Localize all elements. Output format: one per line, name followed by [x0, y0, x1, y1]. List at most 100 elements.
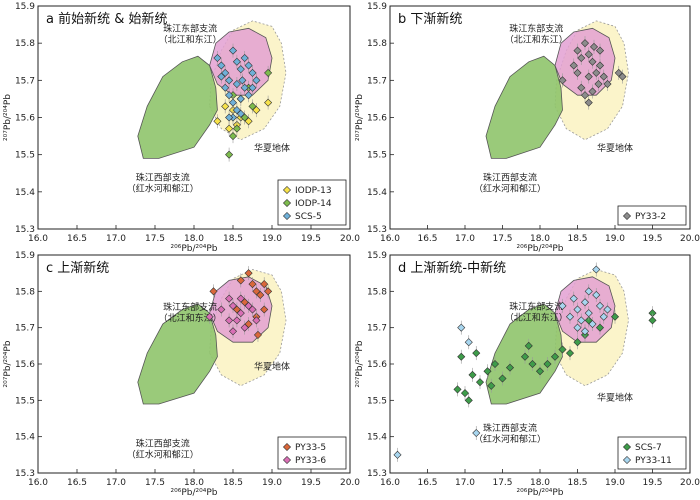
y-tick-label: 15.3	[367, 469, 387, 479]
y-tick-label: 15.4	[367, 433, 387, 443]
data-point	[487, 381, 496, 390]
region-label: 珠江西部支流	[483, 422, 537, 434]
x-tick-label: 16.5	[67, 234, 87, 244]
data-point	[573, 46, 582, 55]
data-point	[244, 91, 253, 100]
region-label: 华夏地体	[254, 360, 290, 372]
data-point	[569, 61, 578, 70]
legend-marker	[282, 211, 292, 221]
y-tick-label: 15.5	[367, 151, 387, 161]
y-tick-label: 15.3	[367, 225, 387, 235]
y-tick-label: 15.6	[15, 114, 35, 124]
data-point	[588, 320, 597, 329]
y-tick-label: 15.4	[15, 188, 35, 198]
panel-title: d 上渐新统-中新统	[398, 260, 506, 276]
legend-marker	[622, 455, 632, 465]
x-tick-label: 17.0	[106, 478, 126, 488]
region-label: 珠江东部支流	[163, 301, 217, 313]
data-point	[217, 72, 226, 81]
x-tick-label: 19.0	[605, 478, 625, 488]
data-point	[592, 290, 601, 299]
data-point	[228, 46, 238, 55]
legend-marker	[282, 455, 292, 465]
data-point	[475, 378, 485, 387]
data-point	[225, 124, 234, 133]
legend-label: PY33-2	[635, 212, 666, 222]
data-point	[232, 124, 241, 133]
data-point	[595, 301, 605, 310]
region-label: 华夏地体	[254, 142, 290, 154]
x-tick-label: 16.5	[417, 234, 437, 244]
data-point	[240, 323, 249, 332]
y-tick-label: 15.6	[367, 360, 387, 370]
x-axis-label: ²⁰⁶Pb/²⁰⁴Pb	[517, 488, 564, 498]
x-tick-label: 19.5	[301, 234, 321, 244]
data-point	[393, 450, 402, 459]
legend-marker	[282, 185, 292, 195]
x-tick-label: 19.5	[642, 234, 662, 244]
data-point	[460, 389, 470, 398]
x-tick-label: 20.0	[340, 478, 360, 488]
data-point	[236, 309, 245, 318]
data-point	[236, 294, 245, 303]
data-point	[584, 50, 593, 59]
data-point	[264, 68, 273, 77]
x-tick-label: 20.0	[680, 234, 700, 244]
y-axis-label: ²⁰⁷Pb/²⁰⁴Pb	[355, 340, 365, 387]
x-tick-label: 19.0	[605, 234, 625, 244]
x-tick-label: 18.0	[530, 234, 550, 244]
data-point	[225, 113, 234, 122]
y-tick-label: 15.8	[367, 39, 387, 49]
data-point	[236, 109, 245, 118]
x-axis-label: ²⁰⁶Pb/²⁰⁴Pb	[171, 244, 218, 254]
data-point	[577, 316, 586, 325]
data-point	[498, 374, 507, 383]
legend-label: SCS-5	[295, 212, 322, 222]
data-point	[238, 76, 247, 85]
y-axis-label: ²⁰⁷Pb/²⁰⁴Pb	[355, 94, 365, 141]
y-tick-label: 15.9	[15, 251, 35, 261]
data-point	[580, 327, 590, 336]
x-tick-label: 17.0	[106, 234, 126, 244]
x-axis-label: ²⁰⁶Pb/²⁰⁴Pb	[517, 244, 564, 254]
data-point	[603, 80, 612, 89]
y-axis-label: ²⁰⁷Pb/²⁰⁴Pb	[3, 94, 13, 141]
data-point	[573, 305, 582, 314]
panel-a: 16.0 16.5 17.0 17.5 18.0 18.5 19.0 19.5 20.0 15.3…	[3, 2, 360, 254]
data-point	[244, 61, 253, 70]
data-point	[240, 54, 249, 63]
legend	[617, 205, 687, 226]
region-label: （北江和东江）	[505, 312, 568, 324]
x-tick-label: 16.5	[417, 478, 437, 488]
data-point	[256, 290, 265, 299]
data-point	[457, 352, 466, 361]
legend-label: SCS-7	[635, 443, 662, 453]
data-point	[232, 316, 241, 325]
region-label: 珠江西部支流	[483, 172, 537, 184]
data-point	[468, 370, 477, 379]
data-point	[248, 305, 257, 314]
panel-c: 16.0 16.5 17.0 17.5 18.0 18.5 19.0 19.5 20.0 15.3…	[3, 251, 360, 498]
data-point	[580, 39, 590, 48]
y-tick-label: 15.9	[367, 251, 387, 261]
legend-label: PY33-6	[295, 456, 326, 466]
data-point	[565, 349, 575, 358]
region-label: （北江和东江）	[505, 33, 568, 45]
data-point	[264, 287, 273, 296]
panel-title: a 前始新统 & 始新统	[46, 11, 168, 27]
panel-d: 16.0 16.5 17.0 17.5 18.0 18.5 19.0 19.5 20.0 15.3…	[355, 251, 700, 498]
data-point	[599, 72, 608, 81]
legend-marker	[622, 211, 632, 221]
data-point	[610, 312, 620, 321]
y-tick-label: 15.6	[15, 360, 35, 370]
data-point	[589, 42, 599, 51]
x-tick-label: 18.0	[184, 234, 204, 244]
y-tick-label: 15.7	[15, 324, 35, 334]
x-tick-label: 18.0	[184, 478, 204, 488]
data-point	[236, 94, 245, 103]
legend	[277, 436, 347, 470]
data-point	[248, 83, 257, 92]
x-tick-label: 18.5	[223, 234, 243, 244]
y-axis-label: ²⁰⁷Pb/²⁰⁴Pb	[3, 340, 13, 387]
